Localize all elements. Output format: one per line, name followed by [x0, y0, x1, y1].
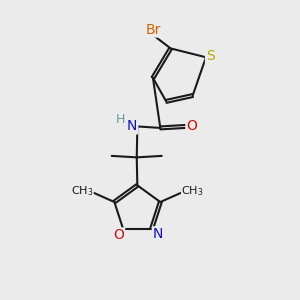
- Text: Br: Br: [145, 22, 160, 37]
- Text: CH$_3$: CH$_3$: [182, 184, 204, 198]
- Text: N: N: [127, 119, 137, 134]
- Text: S: S: [206, 49, 215, 63]
- Text: CH$_3$: CH$_3$: [71, 184, 93, 198]
- Text: O: O: [113, 229, 124, 242]
- Text: O: O: [186, 119, 197, 134]
- Text: H: H: [116, 113, 125, 127]
- Text: N: N: [153, 227, 163, 241]
